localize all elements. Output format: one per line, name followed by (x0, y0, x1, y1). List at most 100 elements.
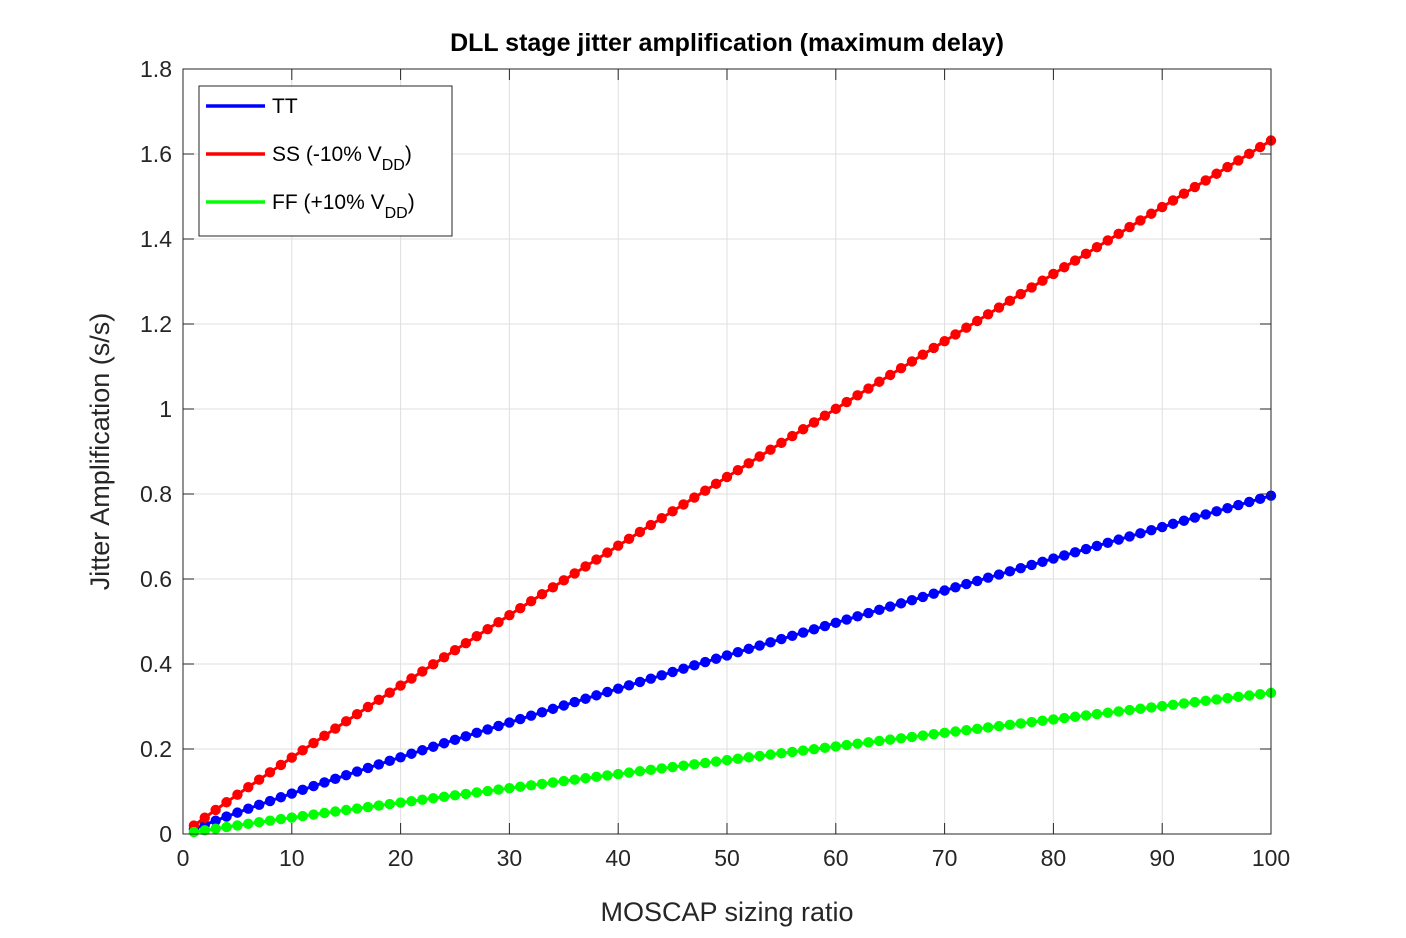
y-tick-label: 0.2 (140, 736, 172, 762)
data-point (319, 730, 330, 741)
data-point (656, 763, 667, 774)
data-point (460, 731, 472, 742)
data-point (536, 778, 548, 790)
data-point (1146, 524, 1157, 536)
data-point (341, 716, 352, 727)
data-point (721, 471, 733, 483)
data-point (743, 752, 754, 763)
data-point (667, 506, 678, 517)
data-point (362, 762, 374, 774)
data-point (547, 582, 559, 593)
data-point (1157, 521, 1168, 533)
data-point (906, 594, 918, 606)
series-ff (188, 687, 1277, 838)
data-point (406, 673, 417, 684)
data-point (1254, 141, 1266, 153)
x-tick-label: 70 (932, 845, 958, 871)
data-point (373, 759, 385, 770)
data-point (319, 777, 330, 788)
data-point (1113, 706, 1124, 717)
data-point (515, 602, 526, 614)
data-point (1200, 175, 1211, 186)
data-point (1233, 499, 1244, 511)
data-point (1189, 696, 1201, 708)
data-point (819, 742, 831, 753)
data-point (253, 774, 265, 785)
data-point (428, 741, 439, 752)
data-point (1026, 716, 1037, 728)
data-point (1178, 188, 1190, 199)
data-point (297, 745, 308, 756)
data-point (830, 617, 841, 628)
data-point (547, 703, 559, 715)
legend-entry-main: TT (272, 95, 298, 118)
data-point (482, 623, 493, 635)
data-point (645, 764, 657, 776)
data-point (493, 784, 504, 795)
data-point (232, 820, 243, 831)
data-point (667, 666, 678, 678)
data-point (253, 799, 265, 811)
data-point (264, 815, 276, 826)
data-point (895, 363, 907, 374)
data-point (885, 734, 896, 745)
data-point (613, 683, 624, 694)
series-ss (188, 135, 1277, 831)
data-point (819, 620, 831, 632)
data-point (493, 720, 504, 732)
data-point (417, 794, 428, 805)
data-point (1004, 566, 1016, 577)
data-point (341, 769, 352, 781)
data-point (1059, 550, 1070, 561)
data-point (395, 680, 406, 691)
data-point (536, 707, 548, 718)
data-point (852, 738, 863, 749)
data-point (1091, 540, 1103, 552)
legend-entry-tail: ) (408, 191, 415, 214)
data-point (558, 775, 569, 787)
data-point (1091, 708, 1103, 720)
data-point (1015, 288, 1026, 300)
x-tick-label: 0 (177, 845, 190, 871)
data-point (1244, 690, 1255, 701)
data-point (1146, 208, 1157, 219)
data-point (667, 761, 678, 773)
data-point (591, 554, 602, 565)
data-point (308, 780, 319, 792)
data-point (569, 774, 580, 785)
data-point (1135, 215, 1146, 226)
data-point (1091, 241, 1103, 253)
data-point (471, 787, 482, 798)
data-point (972, 723, 983, 735)
data-point (928, 342, 939, 354)
data-point (852, 390, 863, 401)
data-point (275, 792, 287, 803)
data-point (591, 690, 602, 701)
data-point (558, 700, 569, 711)
data-point (928, 588, 939, 599)
data-point (993, 569, 1005, 580)
data-point (210, 815, 221, 826)
data-point (787, 430, 798, 442)
data-point (863, 607, 874, 619)
data-point (297, 810, 308, 822)
data-point (710, 756, 722, 767)
data-point (678, 760, 689, 771)
data-point (1135, 528, 1146, 539)
data-point (939, 585, 950, 596)
data-point (754, 451, 765, 462)
data-point (928, 729, 939, 740)
data-point (906, 356, 918, 367)
y-tick-label: 1.6 (140, 141, 172, 167)
data-point (961, 724, 972, 736)
data-point (406, 748, 417, 759)
data-point (743, 458, 754, 469)
data-point (1189, 512, 1201, 523)
data-point (384, 755, 395, 767)
data-point (743, 643, 754, 655)
y-axis-label: Jitter Amplification (s/s) (85, 313, 115, 591)
data-point (982, 722, 994, 733)
data-point (710, 653, 722, 664)
data-point (1211, 694, 1222, 705)
